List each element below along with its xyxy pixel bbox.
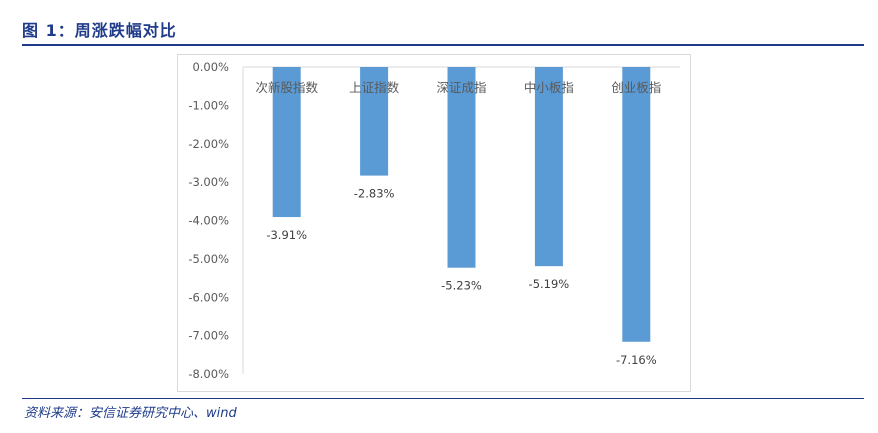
y-tick-label: -5.00% [188,252,229,266]
data-label: -5.23% [441,279,482,293]
data-label: -7.16% [616,353,657,367]
y-tick-label: -7.00% [188,329,229,343]
bar-1 [272,67,301,218]
bar-5 [622,67,651,342]
chart-frame [177,54,691,392]
bar-2 [360,67,389,176]
y-tick-label: -3.00% [188,175,229,189]
y-tick-label: -4.00% [188,214,229,228]
figure-title: 图 1：周涨跌幅对比 [22,21,177,40]
data-label: -5.19% [529,277,570,291]
y-tick-label: -1.00% [188,98,229,112]
data-label: -2.83% [354,187,395,201]
category-label: 创业板指 [611,80,661,95]
title-divider [22,44,864,46]
bar-4 [534,67,563,267]
y-tick-label: -8.00% [188,367,229,381]
data-label: -3.91% [266,228,307,242]
source-divider [22,398,864,399]
category-label: 深证成指 [436,80,486,95]
bar-3 [447,67,476,268]
y-tick-label: 0.00% [192,60,229,74]
source-note: 资料来源：安信证券研究中心、wind [24,406,237,421]
y-tick-label: -6.00% [188,290,229,304]
y-tick-label: -2.00% [188,137,229,151]
category-label: 中小板指 [524,80,574,95]
category-label: 上证指数 [349,80,400,95]
category-label: 次新股指数 [255,80,318,95]
